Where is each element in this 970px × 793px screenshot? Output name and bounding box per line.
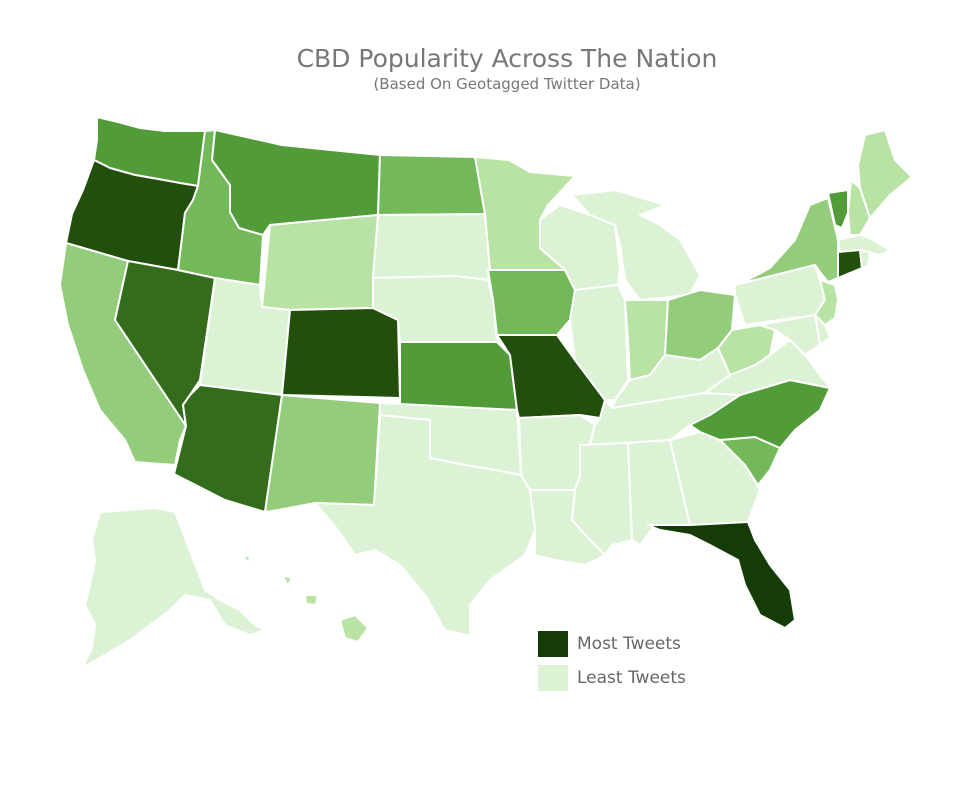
state-AK[interactable] (81, 507, 266, 669)
state-WY[interactable] (261, 214, 379, 311)
state-FL[interactable] (647, 521, 796, 629)
state-MO[interactable] (496, 334, 606, 419)
state-AZ[interactable] (173, 384, 283, 513)
map-subtitle: (Based On Geotagged Twitter Data) (373, 75, 641, 93)
state-KS[interactable] (399, 341, 518, 411)
state-NJ[interactable] (814, 279, 839, 326)
legend-item-most: Most Tweets (538, 627, 686, 661)
legend: Most Tweets Least Tweets (538, 627, 686, 695)
legend-item-least: Least Tweets (538, 661, 686, 695)
state-CO[interactable] (281, 307, 401, 399)
state-NC[interactable] (689, 379, 831, 449)
state-HI[interactable] (241, 555, 369, 643)
state-VT[interactable] (827, 189, 849, 229)
map-title: CBD Popularity Across The Nation (296, 44, 718, 73)
legend-label-least: Least Tweets (577, 668, 686, 688)
state-WI[interactable] (539, 204, 621, 291)
state-TX[interactable] (314, 414, 536, 637)
state-RI[interactable] (859, 249, 871, 269)
state-MI[interactable] (571, 189, 701, 301)
state-MD[interactable] (759, 314, 821, 356)
state-NM[interactable] (264, 394, 381, 513)
legend-label-most: Most Tweets (577, 634, 681, 654)
state-CT[interactable] (837, 249, 863, 279)
state-WV[interactable] (717, 324, 776, 376)
state-IA[interactable] (487, 269, 576, 336)
state-SD[interactable] (372, 213, 491, 281)
legend-swatch-most (538, 631, 568, 657)
state-ME[interactable] (857, 129, 913, 219)
legend-swatch-least (538, 665, 568, 691)
state-ND[interactable] (377, 154, 486, 216)
state-NY[interactable] (734, 197, 839, 286)
state-MT[interactable] (211, 129, 381, 236)
